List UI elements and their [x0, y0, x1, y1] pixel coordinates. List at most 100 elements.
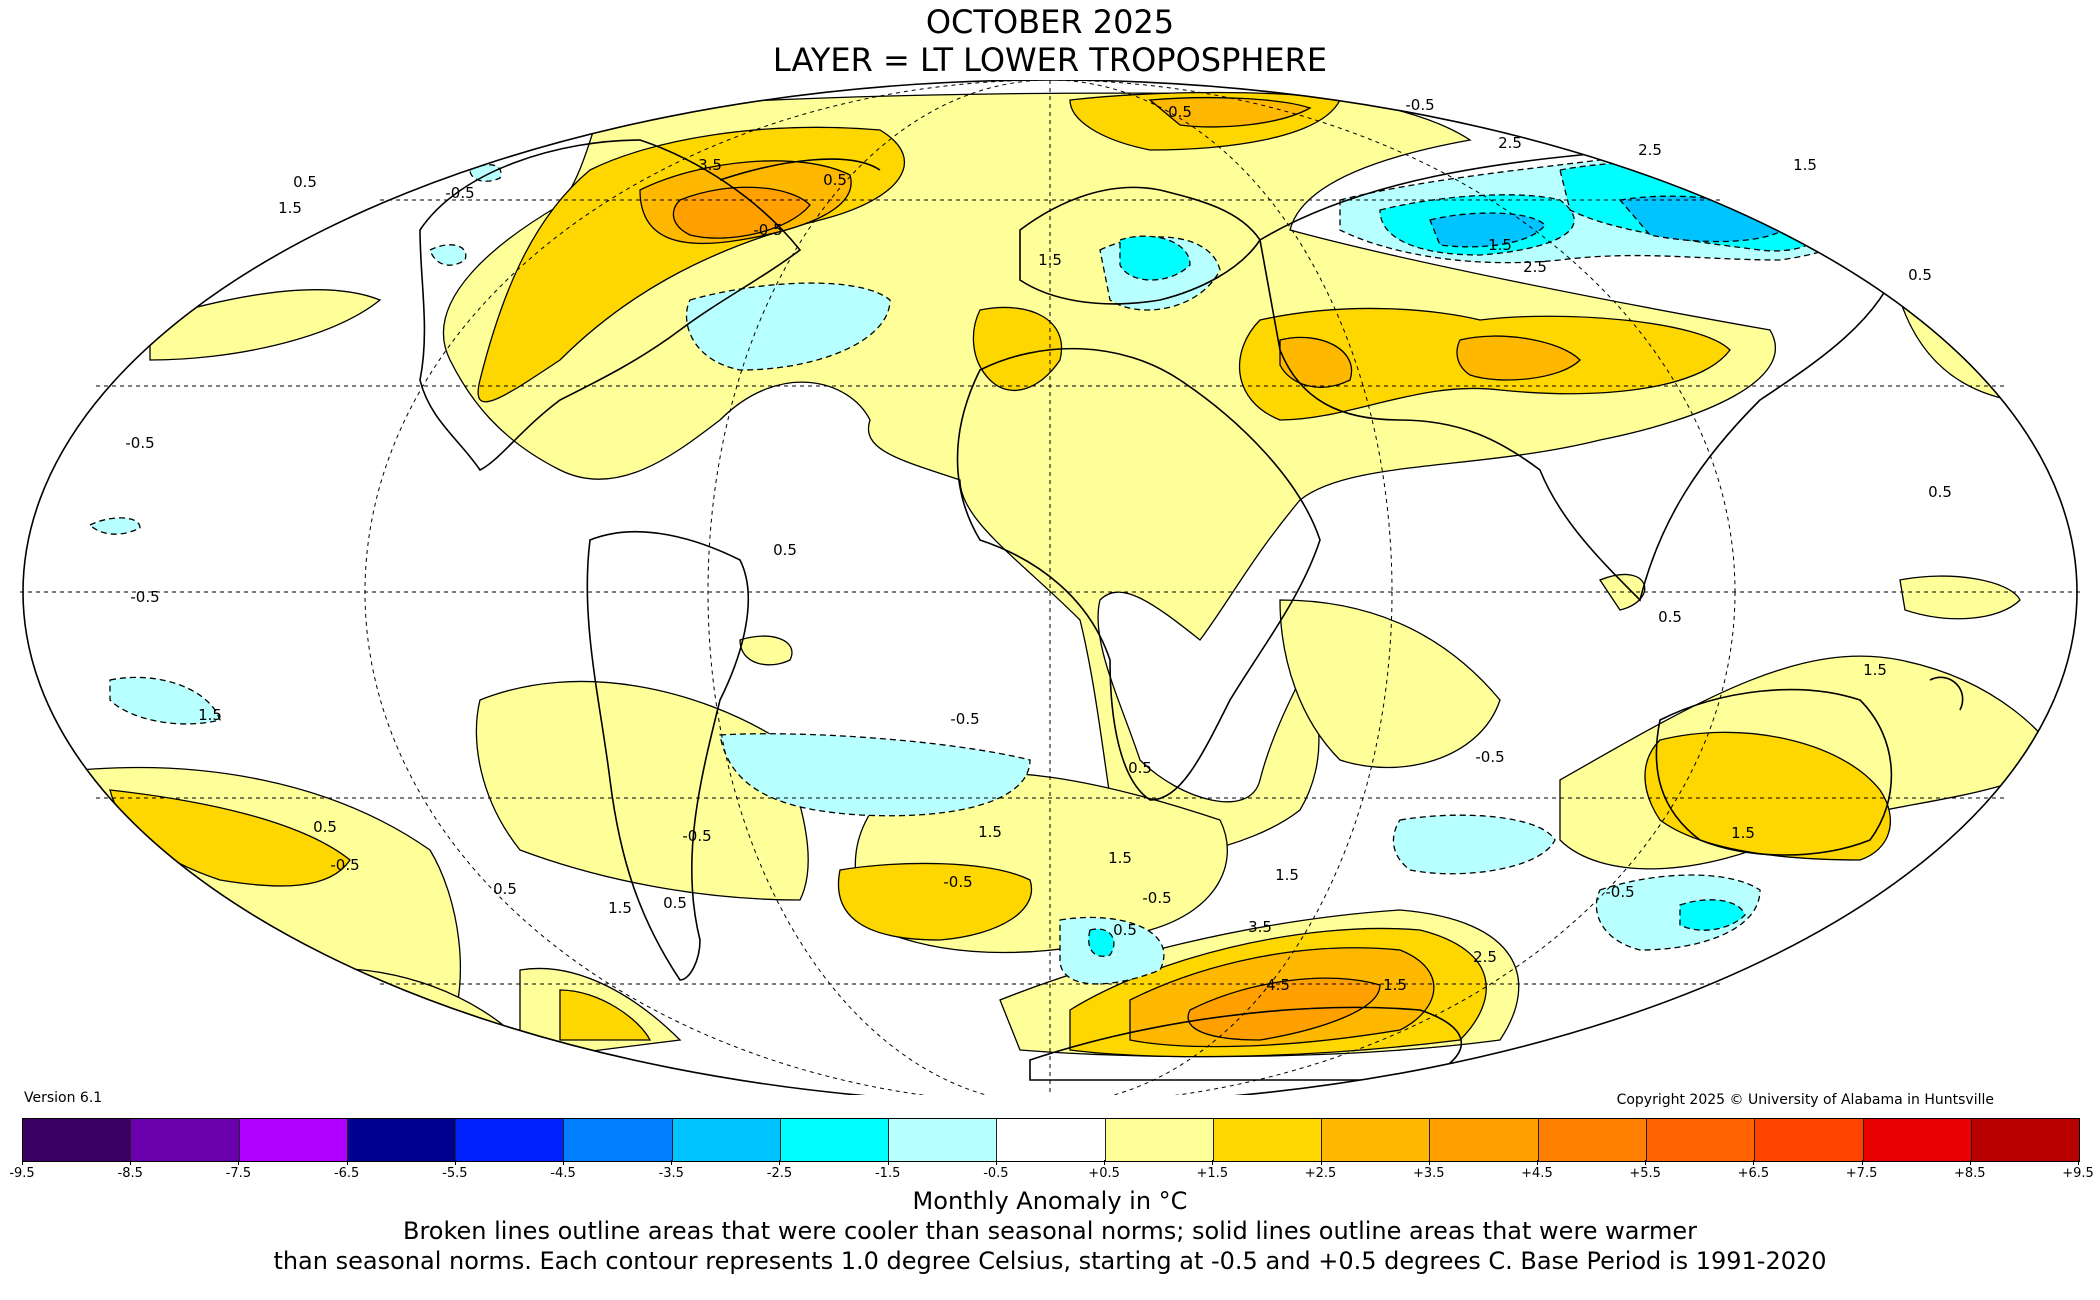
- contour-label: -0.5: [682, 827, 711, 845]
- colorbar-tick-label: -0.5: [983, 1166, 1009, 1181]
- contour-label: 3.5: [698, 156, 722, 174]
- contour-label: 0.5: [823, 171, 847, 189]
- contour-label: 1.5: [1488, 236, 1512, 254]
- colorbar-tick-label: -9.5: [9, 1166, 35, 1181]
- colorbar-tick-label: +7.5: [1845, 1166, 1878, 1181]
- contour-label: 1.5: [1793, 156, 1817, 174]
- colorbar-tickmark: [1104, 1160, 1106, 1165]
- colorbar-tick-label: +4.5: [1521, 1166, 1553, 1181]
- colorbar-segment: [347, 1119, 457, 1161]
- colorbar-tick-label: +2.5: [1304, 1166, 1337, 1181]
- colorbar-segment: [456, 1119, 565, 1161]
- colorbar-segment: [889, 1119, 998, 1161]
- colorbar-tick-label: +6.5: [1737, 1166, 1770, 1181]
- contour-label: -0.5: [753, 221, 782, 239]
- contour-label: 0.5: [1928, 483, 1952, 501]
- colorbar-tickmark: [2078, 1160, 2079, 1165]
- contour-label: 0.5: [1128, 759, 1152, 777]
- contour-label: -0.5: [445, 184, 474, 202]
- contour-label: 3.5: [1248, 918, 1272, 936]
- colorbar-tickmark: [238, 1160, 240, 1165]
- colorbar-segment: [1538, 1119, 1647, 1161]
- contour-label: 4.5: [1266, 976, 1290, 994]
- colorbar-tickmark: [1645, 1160, 1647, 1165]
- description-line-2: than seasonal norms. Each contour repres…: [273, 1247, 1827, 1275]
- graticule: [20, 80, 2080, 1095]
- colorbar-segment: [1430, 1119, 1539, 1161]
- colorbar-tickmark: [1753, 1160, 1755, 1165]
- colorbar-segment: [564, 1119, 673, 1161]
- colorbar-tickmark: [887, 1160, 889, 1165]
- colorbar-tickmark: [346, 1160, 348, 1165]
- contour-label: -0.5: [1405, 96, 1434, 114]
- colorbar-tick-label: +3.5: [1412, 1166, 1445, 1181]
- contour-label: 1.5: [608, 899, 632, 917]
- colorbar-tick-label: -6.5: [333, 1166, 360, 1181]
- colorbar-tick-label: -8.5: [117, 1166, 143, 1181]
- colorbar-tickmark: [671, 1160, 673, 1165]
- contour-label: 0.5: [663, 894, 687, 912]
- contour-label: -0.5: [125, 434, 154, 452]
- contour-label: -0.5: [943, 873, 972, 891]
- colorbar-tickmark: [1428, 1160, 1430, 1165]
- colorbar-tick-label: +1.5: [1196, 1166, 1229, 1181]
- contour-label: 1.5: [278, 199, 302, 217]
- colorbar-tick-label: +0.5: [1088, 1166, 1120, 1181]
- colorbar-tick-label: -4.5: [550, 1166, 576, 1181]
- contour-label: 0.5: [1168, 103, 1192, 121]
- contour-label: -0.5: [1142, 889, 1171, 907]
- colorbar-segment: [997, 1119, 1106, 1161]
- contour-label: 1.5: [1108, 849, 1132, 867]
- contour-label: 0.5: [1658, 608, 1682, 626]
- colorbar-segment: [1971, 1119, 2080, 1161]
- colorbar-tick-label: -5.5: [442, 1166, 468, 1181]
- contour-label: -0.5: [950, 710, 979, 728]
- colorbar-tickmark: [995, 1160, 997, 1165]
- contour-label: -0.5: [330, 856, 359, 874]
- colorbar-segment: [131, 1119, 240, 1161]
- contour-label: 1.5: [1863, 661, 1887, 679]
- colorbar-tick-label: -7.5: [225, 1166, 252, 1181]
- contour-label: 1.5: [198, 706, 222, 724]
- colorbar-segment: [1646, 1119, 1756, 1161]
- map-border: [22, 80, 2078, 1095]
- colorbar-segment: [1105, 1119, 1214, 1161]
- colorbar-label: Monthly Anomaly in °C: [912, 1187, 1188, 1215]
- colorbar-tick-label: +8.5: [1953, 1166, 1986, 1181]
- colorbar-tickmark: [1320, 1160, 1322, 1165]
- colorbar-tickmark: [1212, 1160, 1214, 1165]
- colorbar-segment: [1755, 1119, 1864, 1161]
- contour-label: -0.5: [130, 588, 159, 606]
- colorbar-segment: [1322, 1119, 1431, 1161]
- world-anomaly-map: 1.5 0.5 2.5 3.5 0.5 -0.5 2.5 2.5 1.5 3.5 0.5 0.5 1.5…: [20, 80, 2080, 1095]
- contour-label: 0.5: [1908, 266, 1932, 284]
- contour-label: 2.5: [1638, 141, 1662, 159]
- colorbar-tick-label: -3.5: [658, 1166, 684, 1181]
- contour-label: -0.5: [1605, 883, 1634, 901]
- colorbar-ticks: -9.5 -8.5 -7.5 -6.5 -5.5 -4.5 -3.5 -2.5 -1.5 -0.5…: [9, 1160, 2094, 1184]
- colorbar-segment: [672, 1119, 781, 1161]
- colorbar-tickmark: [130, 1160, 132, 1165]
- contour-label: 1.5: [1731, 824, 1755, 842]
- contour-label: 0.5: [1113, 921, 1137, 939]
- colorbar-tickmark: [1861, 1160, 1863, 1165]
- colorbar-tickmark: [1969, 1160, 1971, 1165]
- contour-label: 0.5: [293, 173, 317, 191]
- contour-label: 0.5: [773, 541, 797, 559]
- contour-label: 1.5: [1275, 866, 1299, 884]
- description-line-1: Broken lines outline areas that were coo…: [403, 1217, 1697, 1245]
- contour-label: 2.5: [1523, 258, 1547, 276]
- contour-label: 0.5: [313, 818, 337, 836]
- colorbar-tickmark: [1536, 1160, 1538, 1165]
- contour-label: 1.5: [978, 823, 1002, 841]
- colorbar-tickmark: [779, 1160, 781, 1165]
- colorbar-tick-label: +5.5: [1629, 1166, 1661, 1181]
- colorbar-segment: [780, 1119, 890, 1161]
- version-label: Version 6.1: [24, 1090, 103, 1106]
- colorbar-segment: [23, 1119, 132, 1161]
- colorbar-tickmark: [563, 1160, 565, 1165]
- copyright-label: Copyright 2025 © University of Alabama i…: [1616, 1092, 1994, 1108]
- contour-label: 2.5: [1498, 134, 1522, 152]
- map-subtitle: LAYER = LT LOWER TROPOSPHERE: [772, 41, 1328, 79]
- contour-label: 1.5: [1383, 976, 1407, 994]
